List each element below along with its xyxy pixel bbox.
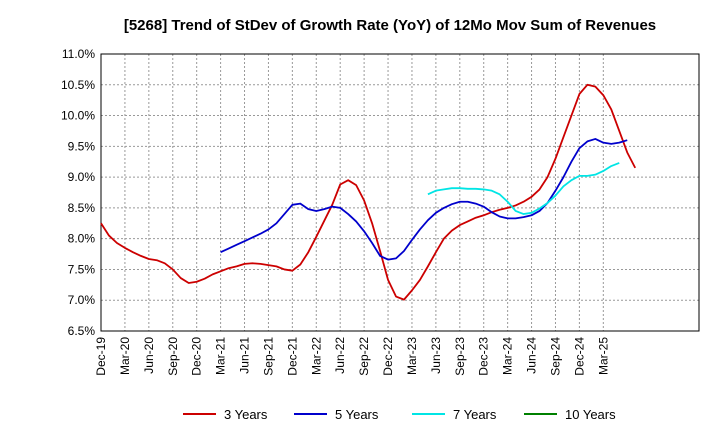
x-tick-label: Sep-21 [261, 337, 275, 376]
x-tick-label: Mar-25 [596, 337, 610, 375]
y-tick-label: 9.0% [68, 170, 96, 184]
x-tick-label: Jun-24 [525, 337, 539, 374]
x-tick-label: Mar-21 [214, 337, 228, 375]
series-line-7-years [427, 162, 620, 215]
legend-label: 3 Years [224, 407, 268, 422]
y-tick-label: 7.0% [68, 293, 96, 307]
legend-label: 7 Years [453, 407, 497, 422]
series-layer [100, 83, 637, 301]
legend-label: 10 Years [565, 407, 616, 422]
x-tick-label: Sep-20 [166, 337, 180, 376]
x-tick-label: Dec-22 [381, 337, 395, 376]
x-tick-label: Mar-20 [118, 337, 132, 375]
x-tick-label: Sep-23 [453, 337, 467, 376]
x-tick-label: Jun-20 [142, 337, 156, 374]
chart-title: [5268] Trend of StDev of Growth Rate (Yo… [124, 17, 656, 34]
x-tick-label: Jun-22 [333, 337, 347, 374]
y-tick-label: 10.0% [61, 109, 95, 123]
x-tick-label: Dec-20 [190, 337, 204, 376]
x-tick-label: Sep-22 [357, 337, 371, 376]
x-axis: Dec-19 Mar-20 Jun-20 Sep-20 Dec-20 Mar-21 Jun-… [94, 337, 610, 376]
series-line-5-years [220, 138, 628, 261]
y-tick-label: 11.0% [62, 47, 95, 61]
y-tick-label: 6.5% [68, 324, 96, 338]
x-tick-label: Dec-19 [94, 337, 108, 376]
series-line-3-years [100, 83, 637, 301]
y-tick-label: 10.5% [61, 78, 95, 92]
legend-label: 5 Years [335, 407, 379, 422]
x-tick-label: Jun-21 [238, 337, 252, 374]
x-tick-label: Dec-21 [285, 337, 299, 376]
legend: 3 Years 5 Years 7 Years 10 Years [183, 407, 616, 422]
y-tick-label: 8.5% [68, 201, 96, 215]
y-tick-label: 7.5% [68, 262, 96, 276]
x-tick-label: Dec-24 [572, 337, 586, 376]
x-tick-label: Mar-22 [309, 337, 323, 375]
y-axis: 11.0% 10.5% 10.0% 9.5% 9.0% 8.5% 8.0% 7.5% 7.0% 6… [61, 47, 95, 338]
x-tick-label: Sep-24 [548, 337, 562, 376]
plot-area [100, 53, 700, 332]
y-tick-label: 8.0% [68, 232, 96, 246]
x-tick-label: Jun-23 [429, 337, 443, 374]
x-tick-label: Dec-23 [477, 337, 491, 376]
y-tick-label: 9.5% [68, 139, 96, 153]
x-tick-label: Mar-24 [501, 337, 515, 375]
x-tick-label: Mar-23 [405, 337, 419, 375]
